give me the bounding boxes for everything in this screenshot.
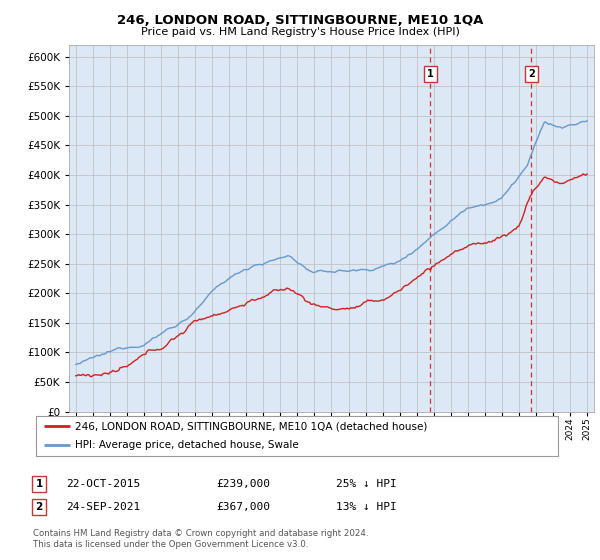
Text: 246, LONDON ROAD, SITTINGBOURNE, ME10 1QA (detached house): 246, LONDON ROAD, SITTINGBOURNE, ME10 1Q… bbox=[75, 421, 428, 431]
Text: 1: 1 bbox=[35, 479, 43, 489]
Text: Price paid vs. HM Land Registry's House Price Index (HPI): Price paid vs. HM Land Registry's House … bbox=[140, 27, 460, 37]
Text: 2: 2 bbox=[528, 69, 535, 80]
Text: £239,000: £239,000 bbox=[216, 479, 270, 489]
Text: 1: 1 bbox=[427, 69, 434, 80]
Text: 2: 2 bbox=[35, 502, 43, 512]
Text: 24-SEP-2021: 24-SEP-2021 bbox=[66, 502, 140, 512]
Text: 246, LONDON ROAD, SITTINGBOURNE, ME10 1QA: 246, LONDON ROAD, SITTINGBOURNE, ME10 1Q… bbox=[117, 14, 483, 27]
Text: 25% ↓ HPI: 25% ↓ HPI bbox=[336, 479, 397, 489]
Text: 22-OCT-2015: 22-OCT-2015 bbox=[66, 479, 140, 489]
Text: 13% ↓ HPI: 13% ↓ HPI bbox=[336, 502, 397, 512]
Text: Contains HM Land Registry data © Crown copyright and database right 2024.
This d: Contains HM Land Registry data © Crown c… bbox=[33, 529, 368, 549]
Text: HPI: Average price, detached house, Swale: HPI: Average price, detached house, Swal… bbox=[75, 440, 299, 450]
Text: £367,000: £367,000 bbox=[216, 502, 270, 512]
